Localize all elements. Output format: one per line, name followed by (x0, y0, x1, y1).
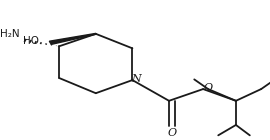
Text: N: N (131, 74, 141, 84)
Polygon shape (49, 33, 96, 44)
Text: O: O (167, 128, 176, 138)
Text: H₂N: H₂N (1, 29, 20, 39)
Text: O: O (203, 83, 212, 93)
Text: HO: HO (23, 36, 39, 46)
